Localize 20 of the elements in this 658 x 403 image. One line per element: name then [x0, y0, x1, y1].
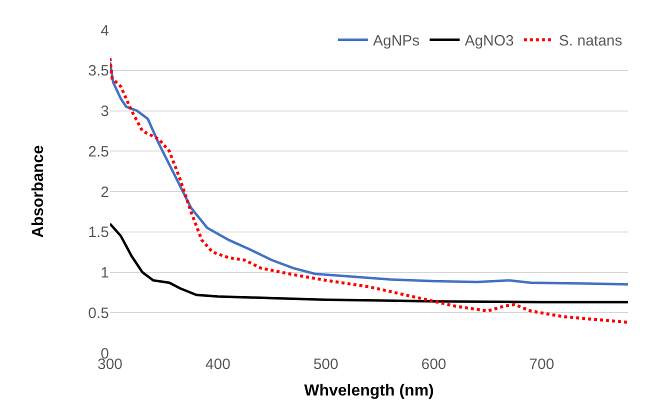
y-tick-label: 3 — [100, 103, 109, 120]
line-series — [110, 56, 628, 324]
line-series — [110, 222, 628, 304]
y-tick-label: 4 — [100, 22, 109, 40]
x-axis-title: Whvelength (nm) — [304, 382, 434, 400]
x-tick-label: 700 — [529, 356, 554, 373]
legend-label: S. natans — [558, 32, 622, 50]
y-axis-title: Absorbance — [30, 145, 48, 238]
line-series — [110, 61, 628, 286]
y-tick-label: 2 — [100, 184, 109, 201]
x-tick-label: 600 — [421, 356, 446, 373]
y-tick-label: 0.5 — [88, 304, 109, 322]
y-tick-label: 2.5 — [88, 143, 109, 160]
x-tick-label: 500 — [313, 356, 338, 373]
legend-label: AgNPs — [373, 32, 420, 50]
y-tick-label: 1.5 — [88, 224, 109, 242]
x-tick-label: 400 — [205, 356, 230, 373]
y-tick-label: 3.5 — [88, 62, 109, 80]
y-tick-label: 1 — [100, 264, 109, 282]
legend-label: AgNO3 — [464, 32, 514, 50]
